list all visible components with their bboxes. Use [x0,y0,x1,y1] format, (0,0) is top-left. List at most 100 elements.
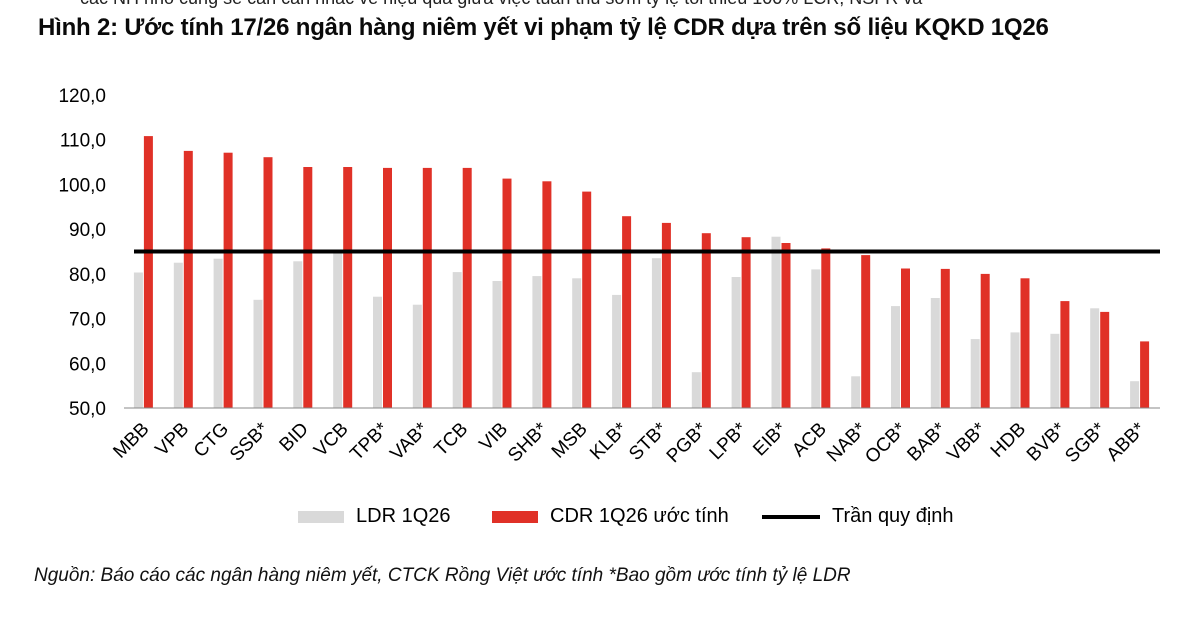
bar-cdr [143,136,153,408]
bar-ldr [612,294,622,408]
bar-ldr [173,262,183,408]
bar-ldr [691,372,701,408]
bar-cdr [901,268,910,408]
bar-cdr [383,167,392,408]
y-tick-label: 100,0 [58,175,106,196]
bars-group [133,136,1150,408]
bar-cdr [582,191,592,408]
x-category-label: BID [276,419,313,456]
x-category-label: STB* [625,418,672,465]
bar-ldr [851,376,861,408]
bar-cdr [462,167,472,408]
bar-ldr [333,252,343,408]
bar-ldr [1130,381,1140,408]
legend: LDR 1Q26 CDR 1Q26 ước tính Trần quy định [0,505,1200,529]
x-category-label: VAB* [386,418,432,464]
figure-title: Hình 2: Ước tính 17/26 ngân hàng niêm yế… [38,14,1049,41]
legend-item-cdr: CDR 1Q26 ước tính [492,505,729,528]
legend-swatch-cdr [492,510,538,523]
bar-ldr [492,281,502,408]
bar-cdr [263,157,273,408]
bar-ldr [293,261,303,408]
x-category-label: SHB* [504,418,552,466]
truncated-body-text: các NH nhỏ cũng sẽ cần cân nhắc về hiệu … [80,0,1200,10]
bar-ldr [452,272,462,408]
bar-cdr [502,178,512,408]
x-category-label: EIB* [749,418,791,460]
bar-cdr [980,273,990,408]
bar-cdr [741,237,751,408]
legend-label-ldr: LDR 1Q26 [356,505,451,527]
bar-ldr [133,272,143,408]
x-category-label: TPB* [346,418,393,465]
bar-cdr [701,233,711,408]
x-category-label: VBB* [943,418,990,465]
bar-cdr [940,268,950,408]
x-category-label: BVB* [1023,418,1070,465]
bar-cdr [542,181,552,408]
bar-cdr [1060,301,1070,408]
bar-ldr [412,304,422,408]
y-tick-label: 70,0 [69,310,106,331]
legend-label-cdr: CDR 1Q26 ước tính [550,505,729,527]
y-tick-label: 110,0 [60,131,106,152]
x-category-label: HDB [987,419,1030,462]
bar-cdr [1100,311,1110,408]
bar-cdr [861,255,871,408]
bar-cdr [661,222,671,408]
bar-ldr [970,339,980,408]
legend-swatch-ldr [298,510,344,523]
bar-cdr [223,152,233,408]
x-category-label: ACB [788,419,830,461]
bar-ldr [213,258,223,408]
bar-ldr [532,276,542,408]
bar-cdr [422,167,432,408]
bar-cdr [1140,341,1150,408]
bar-cdr [821,248,831,408]
x-category-label: KLB* [586,418,632,464]
x-category-label: SGB* [1061,418,1110,467]
legend-label-ceiling: Trần quy định [832,505,954,527]
x-category-label: SSB* [226,418,273,465]
y-tick-label: 60,0 [69,354,106,375]
x-category-label: BAB* [903,418,950,465]
x-category-label: NAB* [823,418,871,466]
bar-ldr [1050,333,1060,408]
bar-ldr [891,306,900,408]
bar-ldr [253,299,263,408]
legend-swatch-ceiling [762,514,820,519]
source-note: Nguồn: Báo cáo các ngân hàng niêm yết, C… [34,565,851,586]
bar-cdr [1020,278,1030,408]
x-category-label: LPB* [706,418,752,464]
bar-cdr [781,243,791,408]
y-tick-label: 50,0 [69,399,106,420]
x-category-label: VCB [310,419,352,461]
bar-cdr [622,216,632,408]
x-category-label: MSB [548,419,592,463]
x-category-label: OCB* [861,418,911,468]
bar-ldr [373,296,382,408]
bar-ldr [731,277,741,408]
legend-item-ceiling: Trần quy định [762,505,954,528]
x-category-label: CTG [190,419,233,462]
x-category-label: MBB [109,419,153,463]
x-category-label: ABB* [1103,418,1150,465]
bar-ldr [1010,332,1020,408]
legend-item-ldr: LDR 1Q26 [298,505,451,528]
bar-ldr [572,278,582,408]
y-tick-label: 80,0 [69,265,106,286]
bar-cdr [303,167,313,408]
x-category-label: VPB [152,419,194,461]
x-category-label: TCB [431,419,473,461]
y-tick-label: 90,0 [69,220,106,241]
x-category-label: PGB* [663,418,712,467]
bar-ldr [771,236,781,408]
bar-ldr [651,258,661,408]
bar-ldr [930,298,940,408]
y-tick-label: 120,0 [58,86,106,107]
bar-ldr [1090,308,1100,408]
bar-cdr [343,167,353,408]
y-axis-ticks: 50,0 60,0 70,0 80,0 90,0 100,0 110,0 120,0 [58,86,106,420]
